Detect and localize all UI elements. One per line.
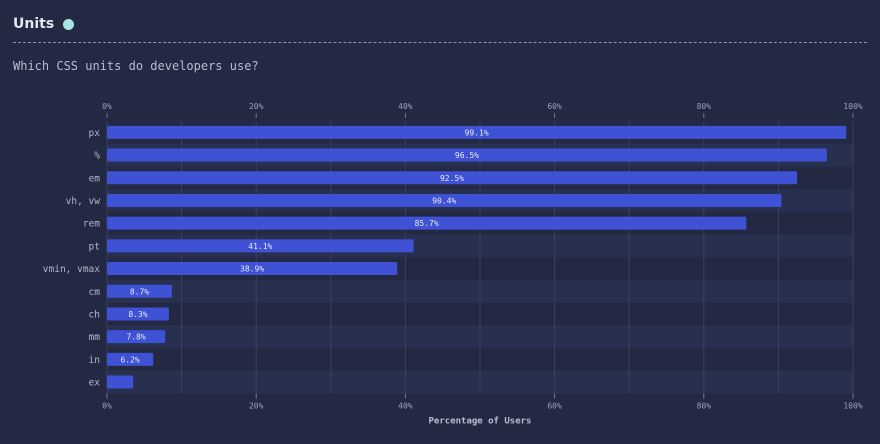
- bar: [107, 375, 134, 389]
- category-label: px: [89, 128, 101, 139]
- x-tick-label-bottom: 60%: [547, 401, 562, 410]
- bar-value-label: 8.3%: [128, 310, 147, 319]
- category-label: ex: [89, 378, 101, 389]
- category-label: rem: [83, 219, 100, 230]
- x-tick-label-top: 80%: [697, 102, 712, 111]
- category-label: in: [89, 355, 100, 366]
- x-axis-title: Percentage of Users: [429, 416, 532, 426]
- section-title: Units: [13, 16, 55, 32]
- bar: [107, 193, 782, 207]
- x-tick-label-bottom: 100%: [843, 401, 862, 410]
- x-tick-label-bottom: 40%: [398, 401, 413, 410]
- bar-value-label: 92.5%: [440, 174, 464, 183]
- x-tick-label-top: 40%: [398, 102, 413, 111]
- bar-value-label: 38.9%: [240, 265, 264, 274]
- category-label: mm: [89, 332, 101, 343]
- bar: [107, 262, 398, 276]
- category-label: ch: [89, 309, 100, 320]
- x-tick-label-bottom: 80%: [697, 401, 712, 410]
- bar: [107, 307, 169, 321]
- bar: [107, 284, 172, 298]
- bar-value-label: 8.7%: [130, 287, 149, 296]
- bar-value-label: 99.1%: [465, 128, 489, 137]
- section-divider: [13, 42, 867, 43]
- bar: [107, 171, 798, 185]
- x-tick-label-bottom: 20%: [249, 401, 264, 410]
- bar: [107, 239, 414, 253]
- x-tick-label-top: 100%: [843, 102, 862, 111]
- bar: [107, 352, 154, 366]
- chart-question: Which CSS units do developers use?: [13, 59, 259, 73]
- category-label: cm: [89, 287, 101, 298]
- bar-value-label: 41.1%: [248, 242, 272, 251]
- bar: [107, 125, 847, 139]
- category-label: em: [89, 173, 101, 184]
- category-label: %: [94, 151, 100, 162]
- status-dot-icon: [63, 18, 75, 30]
- x-tick-label-top: 0%: [102, 102, 112, 111]
- x-tick-label-top: 60%: [547, 102, 562, 111]
- bar: [107, 330, 166, 344]
- section-header: Units: [13, 16, 75, 32]
- bar-value-label: 85.7%: [415, 219, 439, 228]
- bar: [107, 216, 747, 230]
- bar-value-label: 6.2%: [120, 355, 139, 364]
- category-label: pt: [89, 241, 100, 252]
- bar-value-label: 96.5%: [455, 151, 479, 160]
- category-label: vmin, vmax: [43, 264, 100, 275]
- bar: [107, 148, 827, 162]
- bar-value-label: 7.8%: [126, 333, 145, 342]
- x-tick-label-bottom: 0%: [102, 401, 112, 410]
- bar-value-label: 90.4%: [432, 196, 456, 205]
- x-tick-label-top: 20%: [249, 102, 264, 111]
- category-label: vh, vw: [66, 196, 101, 207]
